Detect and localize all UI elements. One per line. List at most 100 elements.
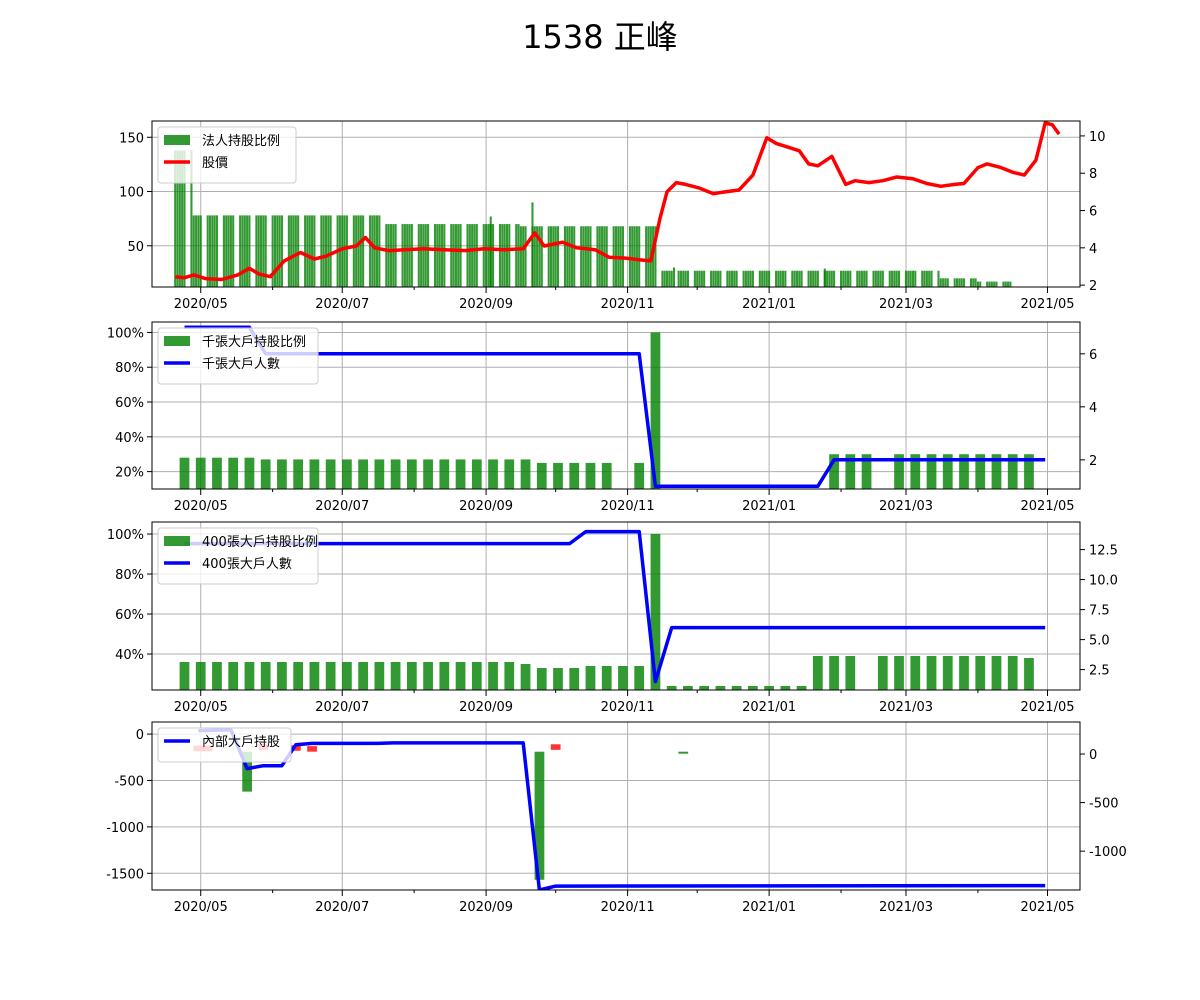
holding-bar [650, 332, 661, 489]
institutional-bar [232, 215, 235, 287]
institutional-bar [763, 270, 766, 287]
insider-bar [290, 745, 301, 751]
institutional-bar [696, 270, 699, 287]
institutional-bar [679, 270, 683, 287]
y-tick-label-left: 100 [119, 186, 144, 201]
holding-bar [926, 454, 937, 489]
institutional-bar [768, 270, 771, 287]
institutional-bar [814, 270, 817, 287]
institutional-bar [517, 224, 520, 287]
institutional-bar [176, 150, 179, 287]
institutional-bar [271, 215, 274, 287]
institutional-bar [573, 226, 576, 287]
holding-bar [520, 664, 531, 690]
holding-bar [195, 457, 206, 489]
institutional-bar [487, 224, 490, 287]
holding-bar [277, 459, 287, 489]
institutional-bar [422, 224, 425, 287]
institutional-bar [373, 215, 376, 287]
legend-label: 法人持股比例 [202, 134, 280, 149]
institutional-bar [960, 278, 963, 287]
insider-bar [534, 751, 545, 880]
holding-bar [212, 457, 222, 489]
institutional-bar [781, 270, 785, 287]
holding-bar [877, 656, 888, 690]
holding-bar [406, 662, 417, 690]
holding-bar [845, 454, 856, 489]
institutional-bar [682, 270, 685, 287]
institutional-bar [744, 270, 747, 287]
legend-swatch-bar [164, 536, 190, 546]
institutional-bar [443, 224, 446, 287]
institutional-bar [378, 215, 381, 287]
institutional-bar [352, 215, 355, 287]
institutional-bar [357, 215, 360, 287]
institutional-bar [730, 270, 734, 287]
institutional-bar [928, 270, 931, 287]
x-tick-label: 2020/09 [459, 900, 513, 915]
figure-title: 1538 正峰 [522, 18, 678, 56]
institutional-bar [751, 270, 754, 287]
institutional-bar [570, 226, 573, 287]
holding-bar [683, 686, 693, 690]
y-tick-label-left: 150 [119, 131, 144, 146]
x-tick-label: 2021/03 [879, 297, 933, 312]
holding-bar [390, 662, 401, 690]
institutional-bar [872, 270, 875, 287]
x-tick-label: 2020/11 [601, 499, 655, 514]
institutional-bar [540, 226, 543, 287]
institutional-bar [990, 281, 993, 287]
institutional-bar [292, 215, 295, 287]
institutional-bar [313, 215, 316, 287]
holding-bar [179, 662, 190, 690]
institutional-bar [208, 215, 212, 287]
institutional-bar [215, 215, 219, 287]
legend: 400張大戶持股比例 400張大戶人數 [157, 527, 319, 585]
institutional-bar [549, 226, 553, 287]
institutional-bar [589, 226, 592, 287]
holding-bar [991, 656, 1002, 690]
institutional-bar [306, 215, 309, 287]
institutional-bar [684, 270, 687, 287]
institutional-bar [979, 281, 982, 287]
y-tick-label-left: 60% [115, 608, 144, 623]
institutional-bar [844, 270, 847, 287]
holding-bar [553, 668, 563, 690]
x-tick-label: 2021/01 [742, 700, 796, 715]
holding-bar [926, 656, 937, 690]
institutional-bar [719, 270, 722, 287]
x-tick-label: 2021/01 [742, 900, 796, 915]
institutional-bar [427, 224, 430, 287]
holding-bar [618, 666, 628, 690]
axes-frame [151, 721, 1081, 891]
institutional-bar [638, 226, 641, 287]
holding-bar [585, 462, 596, 489]
holding-bar [942, 454, 953, 489]
institutional-bar [501, 224, 504, 287]
legend-box [157, 327, 319, 385]
x-tick-label: 2021/05 [1021, 499, 1075, 514]
holding-bar [942, 656, 953, 690]
institutional-bar [879, 270, 882, 287]
holding-bar [991, 454, 1002, 489]
institutional-bar [211, 215, 214, 287]
institutional-bar [392, 224, 395, 287]
institutional-bar [278, 215, 281, 287]
institutional-bar [672, 267, 676, 287]
institutional-bar [522, 226, 525, 287]
institutional-bar [178, 150, 181, 287]
holding-bar [212, 662, 222, 690]
institutional-bar [921, 270, 924, 287]
institutional-bar [833, 270, 836, 287]
institutional-bar [937, 270, 940, 287]
institutional-bar [225, 215, 228, 287]
institutional-bar [712, 270, 715, 287]
chart-panel-thousand-lot: 2020/05 2020/07 2020/09 2020/11 2021/01 2021/… [107, 321, 1097, 514]
institutional-bar [1004, 281, 1007, 287]
institutional-bar [531, 202, 534, 287]
institutional-bar [227, 215, 230, 287]
legend-box [157, 727, 292, 763]
institutional-bar [473, 224, 476, 287]
